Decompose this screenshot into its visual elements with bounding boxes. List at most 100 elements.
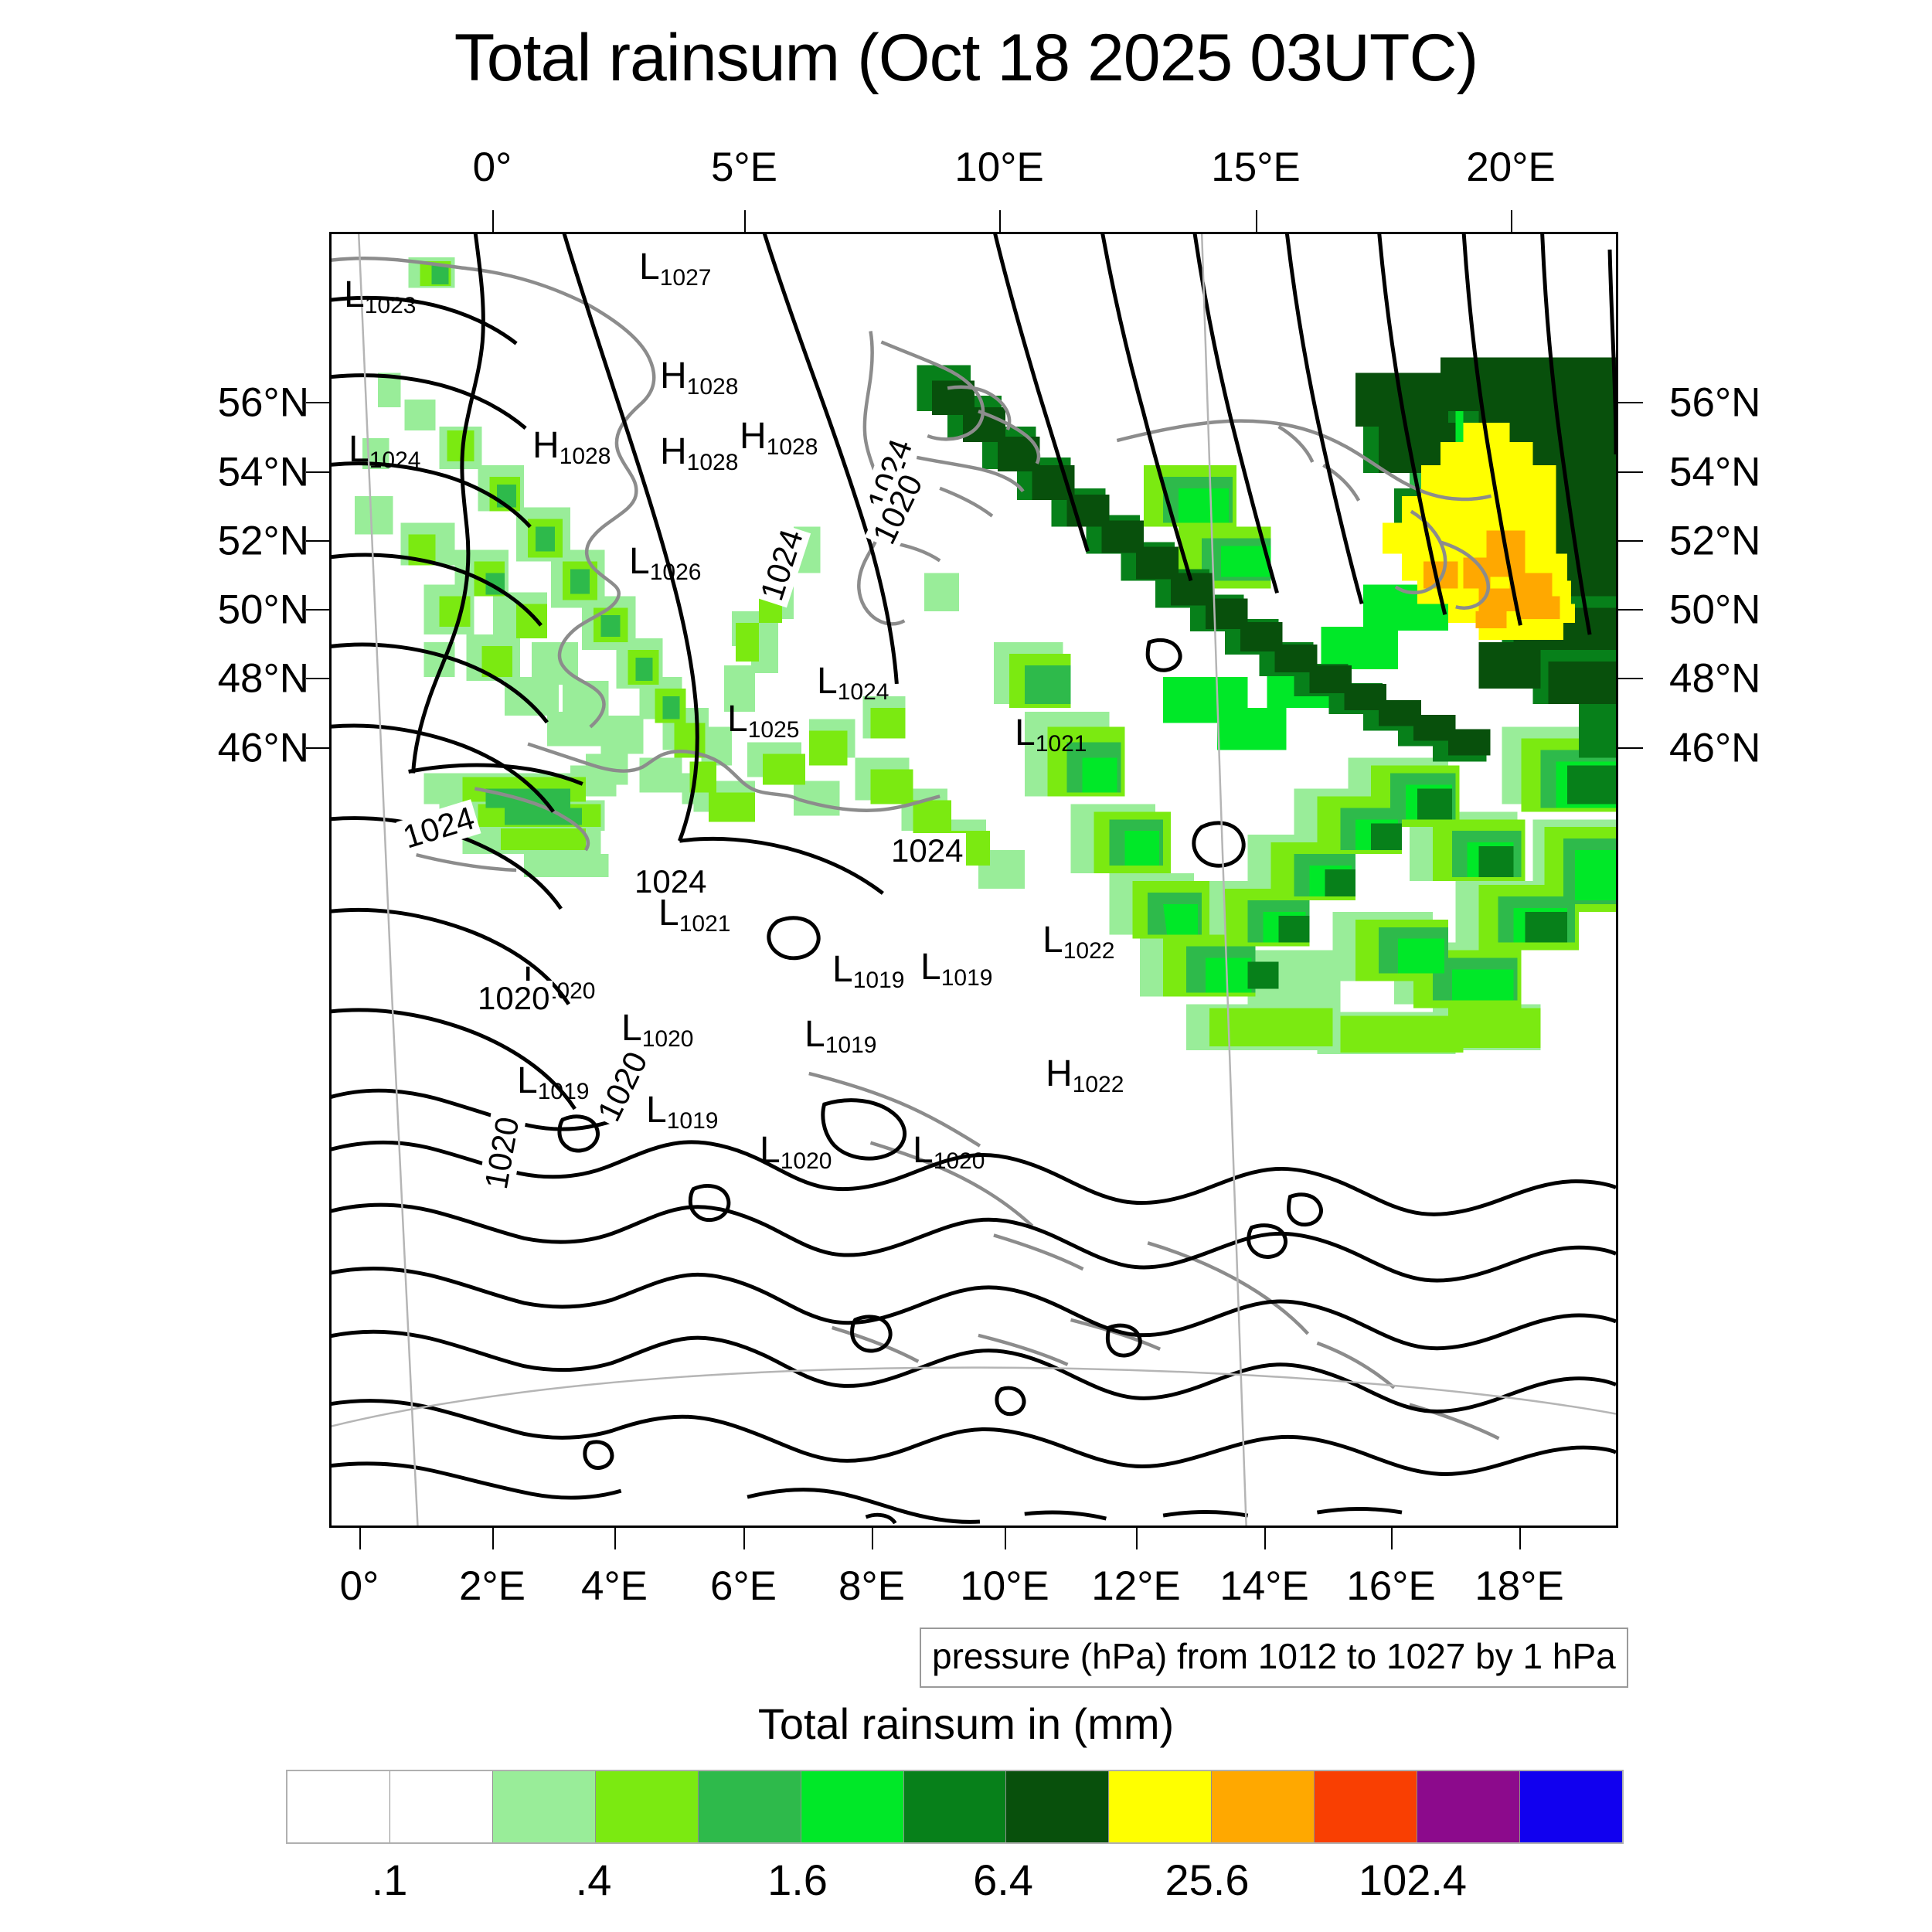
colorbar-label-2: 1.6 bbox=[767, 1855, 828, 1904]
colorbar-swatch-6[interactable] bbox=[903, 1771, 1007, 1842]
bottom-tick-label-7: 14°E bbox=[1219, 1563, 1309, 1609]
right-tick-mark bbox=[1618, 471, 1643, 473]
colorbar-swatch-5[interactable] bbox=[801, 1771, 904, 1842]
colorbar-label-1: .4 bbox=[575, 1855, 612, 1904]
bottom-tick-mark bbox=[743, 1528, 745, 1549]
colorbar-label-4: 25.6 bbox=[1165, 1855, 1250, 1904]
top-tick-label-2: 10°E bbox=[954, 145, 1044, 190]
bottom-tick-label-1: 2°E bbox=[458, 1563, 526, 1609]
map-panel[interactable]: L1023 L1027 H1028 H1028 H1028 H1028 L102… bbox=[329, 232, 1618, 1528]
low-label-1025: L1025 bbox=[727, 699, 800, 743]
top-tick-mark bbox=[492, 210, 494, 233]
colorbar-label-5: 102.4 bbox=[1358, 1855, 1468, 1904]
right-tick-mark bbox=[1618, 678, 1643, 679]
colorbar[interactable] bbox=[286, 1770, 1624, 1844]
bottom-tick-label-4: 8°E bbox=[838, 1563, 906, 1609]
colorbar-swatch-11[interactable] bbox=[1417, 1771, 1521, 1842]
low-label-1024-b: L1024 bbox=[817, 661, 889, 705]
left-tick-mark bbox=[306, 747, 331, 749]
colorbar-swatch-9[interactable] bbox=[1212, 1771, 1315, 1842]
low-label-1020-d: L1020 bbox=[913, 1130, 985, 1174]
top-tick-mark bbox=[744, 210, 746, 233]
bottom-tick-mark bbox=[1136, 1528, 1138, 1549]
colorbar-swatch-2[interactable] bbox=[492, 1771, 596, 1842]
left-tick-mark bbox=[306, 609, 331, 611]
bottom-tick-mark bbox=[614, 1528, 616, 1549]
top-tick-label-0: 0° bbox=[472, 145, 512, 190]
page-title: Total rainsum (Oct 18 2025 03UTC) bbox=[454, 21, 1478, 95]
high-label-1028-c: H1028 bbox=[660, 431, 739, 475]
bottom-tick-label-3: 6°E bbox=[709, 1563, 777, 1609]
bottom-tick-label-0: 0° bbox=[339, 1563, 379, 1609]
left-tick-label-56n: 56°N bbox=[217, 379, 309, 426]
colorbar-swatch-10[interactable] bbox=[1315, 1771, 1418, 1842]
low-label-1019-d: L1019 bbox=[517, 1060, 590, 1104]
bottom-tick-label-2: 4°E bbox=[580, 1563, 648, 1609]
contour-label-1020-b: 1020 bbox=[474, 981, 553, 1016]
left-tick-label-46n: 46°N bbox=[217, 725, 309, 771]
right-tick-label-54n: 54°N bbox=[1669, 449, 1761, 495]
colorbar-swatch-7[interactable] bbox=[1006, 1771, 1110, 1842]
top-tick-mark bbox=[1256, 210, 1257, 233]
left-tick-mark bbox=[306, 678, 331, 679]
left-tick-label-54n: 54°N bbox=[217, 449, 309, 495]
graticule bbox=[332, 234, 1616, 1526]
bottom-tick-label-9: 18°E bbox=[1475, 1563, 1564, 1609]
colorbar-label-0: .1 bbox=[371, 1855, 408, 1904]
left-tick-label-50n: 50°N bbox=[217, 587, 309, 633]
low-label-1021-a: L1021 bbox=[1015, 713, 1087, 757]
top-tick-label-1: 5°E bbox=[710, 145, 778, 190]
low-label-1026: L1026 bbox=[629, 541, 702, 585]
bottom-tick-mark bbox=[492, 1528, 494, 1549]
contour-label-1024-b: 1024 bbox=[631, 864, 710, 900]
map-canvas bbox=[332, 234, 1616, 1526]
bottom-tick-mark bbox=[1005, 1528, 1006, 1549]
low-label-1020-c: L1020 bbox=[760, 1130, 832, 1174]
colorbar-swatch-0[interactable] bbox=[287, 1771, 390, 1842]
low-label-1019-a: L1019 bbox=[832, 949, 905, 993]
top-tick-label-4: 20°E bbox=[1466, 145, 1556, 190]
right-tick-label-56n: 56°N bbox=[1669, 379, 1761, 426]
colorbar-title: Total rainsum in (mm) bbox=[757, 1699, 1175, 1748]
colorbar-swatch-8[interactable] bbox=[1109, 1771, 1213, 1842]
bottom-tick-mark bbox=[359, 1528, 361, 1549]
high-label-1028-d: H1028 bbox=[740, 416, 818, 460]
bottom-tick-label-5: 10°E bbox=[960, 1563, 1049, 1609]
low-label-1019-b: L1019 bbox=[920, 947, 993, 991]
top-tick-mark bbox=[1511, 210, 1512, 233]
top-tick-mark bbox=[999, 210, 1001, 233]
left-tick-mark bbox=[306, 402, 331, 403]
low-label-1023: L1023 bbox=[344, 274, 417, 318]
high-label-1022: H1022 bbox=[1046, 1053, 1124, 1097]
right-tick-label-50n: 50°N bbox=[1669, 587, 1761, 633]
low-label-1019-e: L1019 bbox=[646, 1090, 719, 1134]
high-label-1028-b: H1028 bbox=[532, 425, 611, 469]
bottom-tick-mark bbox=[1264, 1528, 1266, 1549]
colorbar-swatch-3[interactable] bbox=[595, 1771, 699, 1842]
bottom-tick-mark bbox=[1391, 1528, 1393, 1549]
low-label-1021-b: L1021 bbox=[658, 893, 731, 937]
contour-label-1024-c: 1024 bbox=[888, 833, 967, 869]
right-tick-mark bbox=[1618, 540, 1643, 542]
left-tick-label-48n: 48°N bbox=[217, 655, 309, 702]
right-tick-mark bbox=[1618, 747, 1643, 749]
colorbar-label-3: 6.4 bbox=[973, 1855, 1033, 1904]
left-tick-label-52n: 52°N bbox=[217, 518, 309, 564]
bottom-tick-label-6: 12°E bbox=[1091, 1563, 1181, 1609]
colorbar-swatch-4[interactable] bbox=[698, 1771, 801, 1842]
right-tick-label-48n: 48°N bbox=[1669, 655, 1761, 702]
colorbar-swatch-12[interactable] bbox=[1520, 1771, 1622, 1842]
pressure-contours bbox=[332, 234, 1616, 1525]
high-label-1028-a: H1028 bbox=[660, 355, 739, 400]
top-tick-label-3: 15°E bbox=[1211, 145, 1301, 190]
low-label-1019-c: L1019 bbox=[804, 1014, 877, 1058]
low-label-1020-b: L1020 bbox=[621, 1008, 694, 1052]
low-label-1022: L1022 bbox=[1043, 920, 1115, 964]
colorbar-swatch-1[interactable] bbox=[389, 1771, 493, 1842]
bottom-tick-mark bbox=[1519, 1528, 1521, 1549]
bottom-tick-label-8: 16°E bbox=[1346, 1563, 1436, 1609]
right-tick-mark bbox=[1618, 609, 1643, 611]
right-tick-label-46n: 46°N bbox=[1669, 725, 1761, 771]
pressure-legend-note: pressure (hPa) from 1012 to 1027 by 1 hP… bbox=[920, 1628, 1628, 1688]
